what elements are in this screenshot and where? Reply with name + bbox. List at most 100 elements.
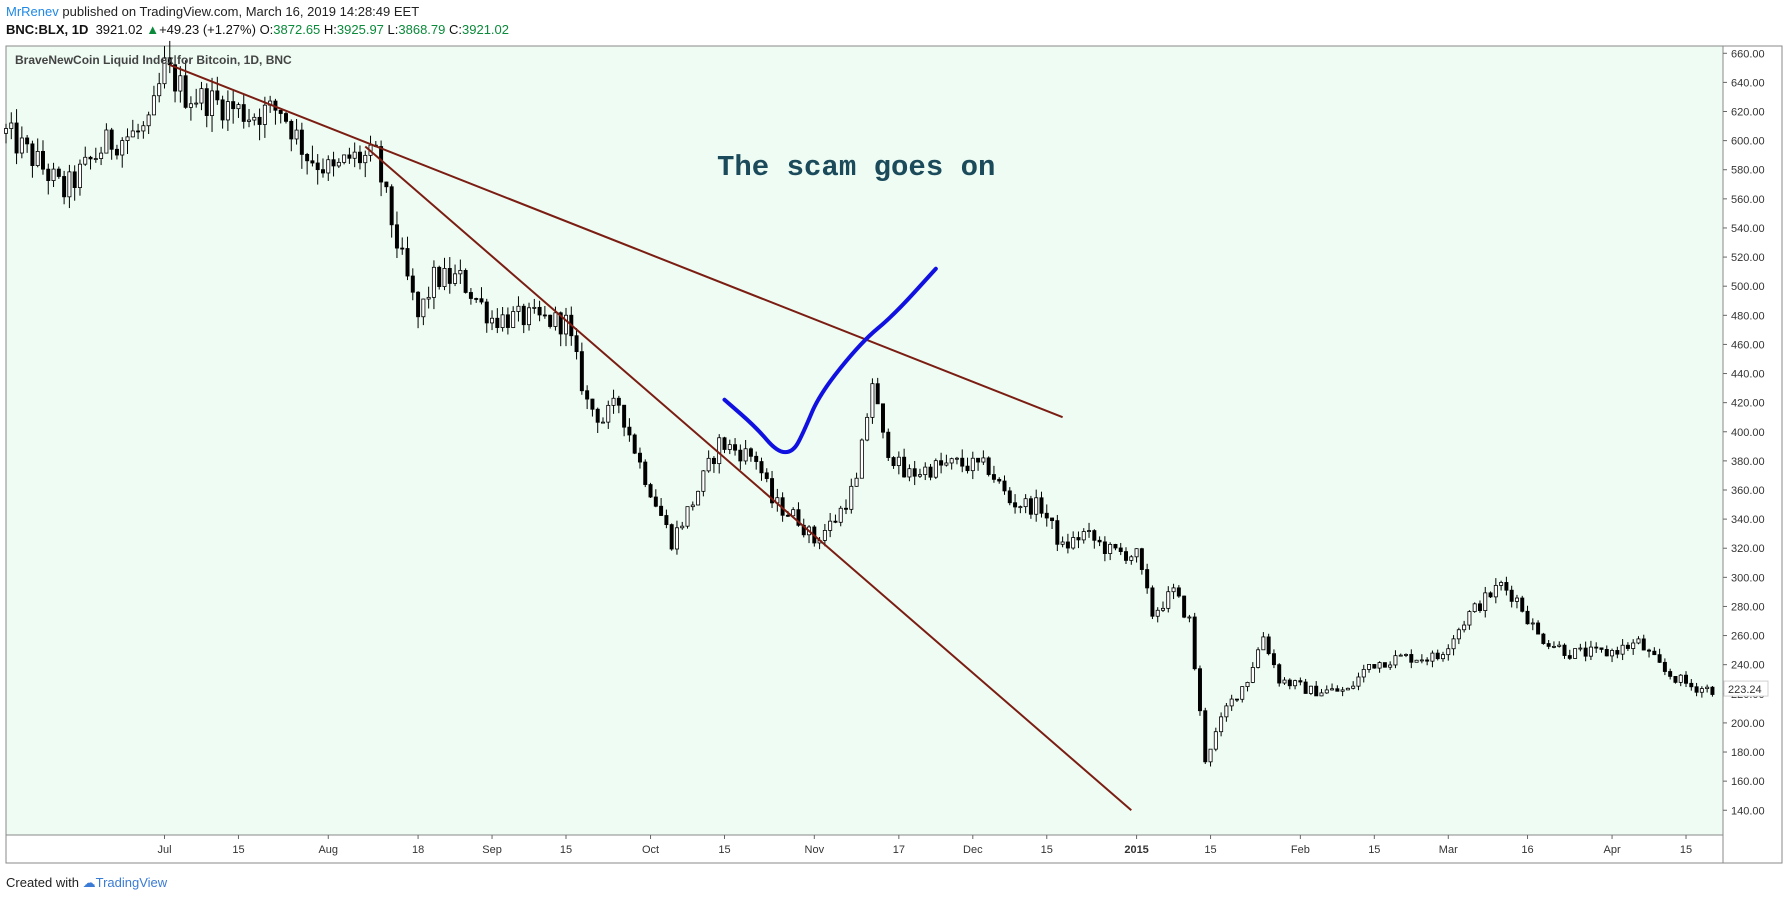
candle-body: [1044, 512, 1049, 519]
candle-body: [225, 101, 230, 121]
candle-body: [416, 291, 421, 318]
candle-body: [917, 474, 922, 477]
candle-body: [99, 152, 104, 159]
open-value: 3872.65: [273, 22, 321, 37]
candle-body: [986, 457, 991, 475]
open-label: O:: [259, 22, 274, 37]
candle-body: [1372, 664, 1377, 669]
candle-body: [849, 485, 854, 510]
candle-body: [151, 95, 156, 116]
candle-body: [711, 457, 716, 465]
candle-body: [384, 181, 389, 188]
time-axis[interactable]: [5, 834, 1724, 864]
candle-body: [479, 298, 484, 303]
candle-body: [743, 448, 748, 462]
candle-body: [1213, 731, 1218, 750]
candle-body: [1393, 655, 1398, 666]
candle-body: [1583, 647, 1588, 657]
candle-body: [1689, 682, 1694, 688]
candle-body: [1197, 668, 1202, 712]
y-axis-ticks: 660.00 640.00 620.00 600.00 580.00 560.00 540.…: [1723, 48, 1765, 817]
candle-body: [72, 171, 77, 188]
candle-body: [204, 88, 209, 116]
candle-body: [1641, 638, 1646, 651]
candle-body: [1562, 644, 1567, 656]
candle-body: [231, 101, 236, 110]
candles-group: [4, 40, 1715, 767]
candle-body: [521, 305, 526, 326]
candle-body: [1065, 541, 1070, 549]
candle-body: [1087, 530, 1092, 532]
y-tick-label: 540.00: [1731, 223, 1765, 235]
candle-body: [347, 154, 352, 159]
candle-body: [294, 129, 299, 140]
x-tick-label: 2015: [1124, 844, 1148, 856]
x-tick-label: Oct: [642, 844, 659, 856]
candle-body: [1499, 582, 1504, 586]
candle-body: [954, 457, 959, 460]
candle-body: [833, 520, 838, 523]
candle-body: [939, 460, 944, 466]
candle-body: [1314, 685, 1319, 697]
candle-body: [320, 169, 325, 174]
candle-body: [1319, 692, 1324, 697]
created-with-label: Created with: [6, 875, 79, 890]
candle-body: [1361, 668, 1366, 678]
candle-body: [379, 146, 384, 183]
candle-body: [1636, 638, 1641, 644]
candle-body: [1668, 671, 1673, 677]
author-link[interactable]: MrRenev: [6, 4, 59, 19]
candle-body: [188, 103, 193, 108]
plot-area[interactable]: [5, 45, 1724, 836]
candle-body: [141, 125, 146, 132]
candle-body: [220, 99, 225, 121]
candle-body: [458, 270, 463, 275]
candle-body: [1530, 622, 1535, 625]
tradingview-link[interactable]: TradingView: [95, 875, 168, 890]
candle-body: [183, 75, 188, 108]
x-tick-label: 15: [1041, 844, 1053, 856]
candle-body: [532, 306, 537, 309]
candle-body: [1182, 595, 1187, 618]
candle-body: [1462, 624, 1467, 631]
candle-body: [1493, 585, 1498, 598]
price-axis[interactable]: [1722, 45, 1783, 864]
candle-body: [1694, 686, 1699, 693]
candle-body: [770, 478, 775, 504]
candle-body: [1134, 548, 1139, 558]
candle-body: [923, 466, 928, 476]
candle-body: [19, 137, 24, 154]
candle-body: [1150, 587, 1155, 617]
candle-body: [1155, 609, 1160, 617]
tradingview-logo-icon[interactable]: ☁: [82, 875, 96, 890]
candle-body: [352, 151, 357, 159]
candle-body: [357, 151, 362, 164]
y-tick-label: 200.00: [1731, 718, 1765, 730]
y-tick-label: 560.00: [1731, 194, 1765, 206]
candle-body: [14, 122, 19, 154]
candle-body: [907, 468, 912, 478]
candle-body: [1166, 591, 1171, 609]
candle-body: [1578, 647, 1583, 650]
candle-body: [62, 176, 67, 198]
current-price-badge: 223.24: [1723, 680, 1769, 697]
candle-body: [537, 306, 542, 316]
y-tick-label: 400.00: [1731, 427, 1765, 439]
candle-body: [453, 273, 458, 284]
trendline[interactable]: [364, 145, 1132, 812]
candle-body: [606, 404, 611, 423]
y-tick-label: 340.00: [1731, 514, 1765, 526]
candle-body: [1113, 543, 1118, 549]
candle-body: [1018, 506, 1023, 509]
candle-body: [838, 507, 843, 523]
candle-body: [289, 120, 294, 140]
candle-body: [1477, 603, 1482, 611]
candle-body: [1256, 649, 1261, 668]
candle-body: [748, 448, 753, 457]
candle-body: [505, 314, 510, 328]
x-axis-ticks: Jul 15 Aug 18 Sep 15 Oct 15 Nov 17 Dec 15 2015 15 Feb 1…: [157, 835, 1692, 856]
trendline[interactable]: [169, 63, 1063, 419]
candle-body: [928, 466, 933, 478]
candle-body: [284, 113, 288, 122]
